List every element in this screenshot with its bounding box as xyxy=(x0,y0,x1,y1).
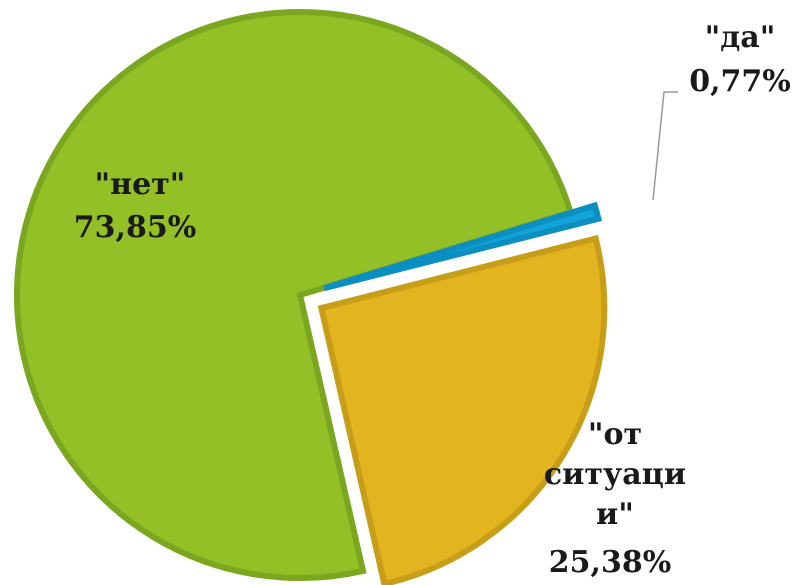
category-label: "от ситуации" xyxy=(543,417,687,532)
leader-line xyxy=(652,91,678,201)
category-label: "да" xyxy=(704,20,776,55)
pie-slice xyxy=(14,9,575,581)
pie-slice xyxy=(317,234,608,585)
pie-slice xyxy=(323,201,603,292)
value-label: 73,85% xyxy=(73,210,197,245)
value-label: 0,77% xyxy=(689,64,791,99)
value-label: 25,38% xyxy=(548,545,672,580)
category-label: "нет" xyxy=(94,167,186,202)
